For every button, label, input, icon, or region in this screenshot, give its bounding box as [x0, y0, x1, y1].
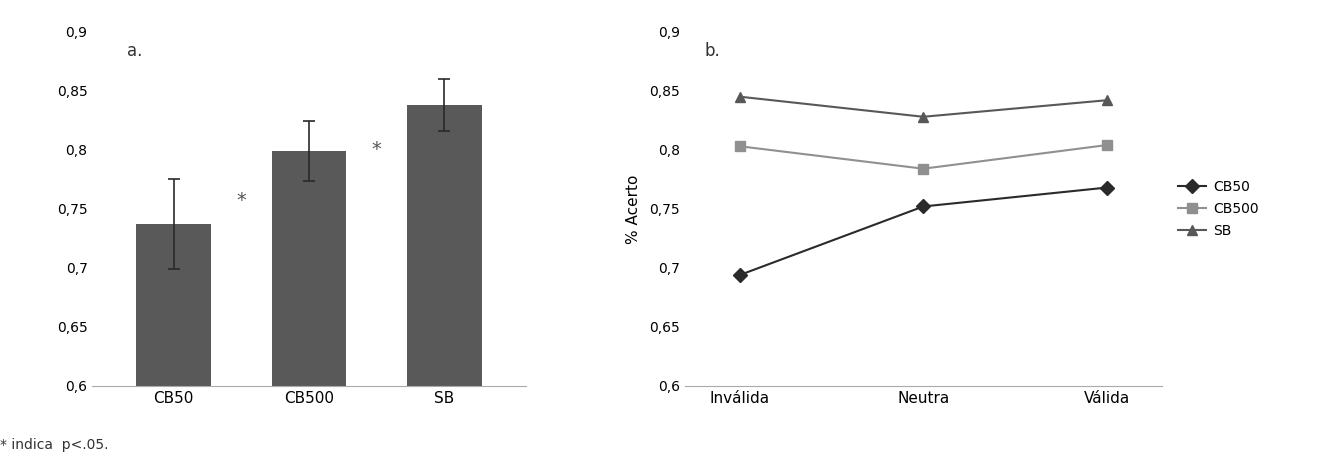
Bar	[408, 105, 482, 454]
CB50	[733, 272, 748, 278]
Line: SB: SB	[735, 92, 1111, 122]
Legend: CB50, CB500, SB: CB50, CB500, SB	[1177, 179, 1258, 238]
Text: *: *	[236, 191, 247, 210]
Bar	[136, 224, 211, 454]
Text: a.: a.	[127, 42, 143, 60]
CB500	[733, 143, 748, 149]
CB500	[915, 166, 931, 172]
CB500	[1098, 143, 1114, 148]
CB50	[915, 204, 931, 209]
CB50	[1098, 185, 1114, 190]
Y-axis label: % Acerto: % Acerto	[626, 174, 642, 243]
Text: *: *	[372, 140, 381, 159]
SB	[733, 94, 748, 99]
SB	[915, 114, 931, 119]
Text: * indica  p<.05.: * indica p<.05.	[0, 438, 108, 452]
Text: b.: b.	[704, 42, 719, 60]
Line: CB500: CB500	[735, 140, 1111, 173]
Line: CB50: CB50	[735, 183, 1111, 280]
SB	[1098, 98, 1114, 103]
Bar	[272, 151, 346, 454]
